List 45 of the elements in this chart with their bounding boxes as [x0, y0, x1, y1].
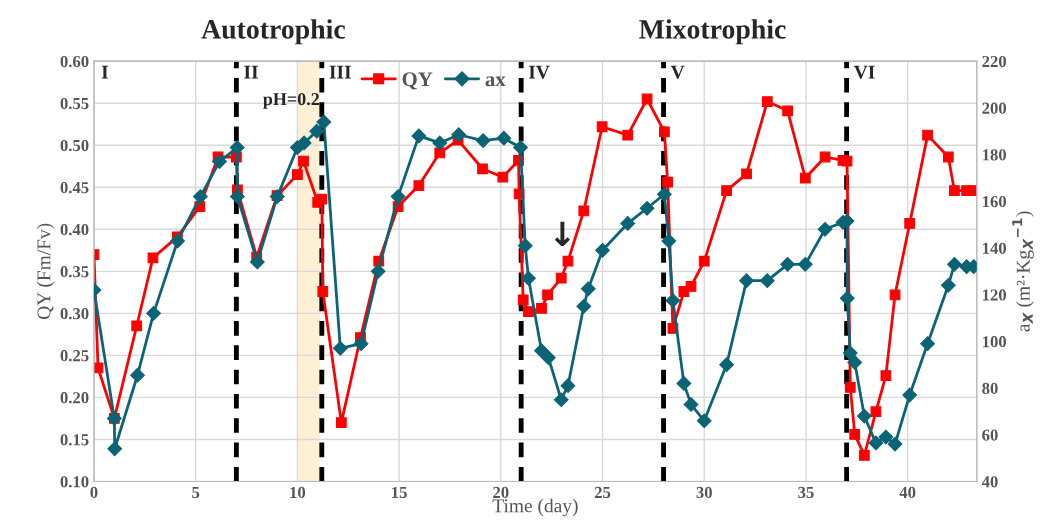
legend-label: QY [402, 72, 433, 90]
x-tick-label: 25 [594, 486, 611, 499]
y2-tick-label: 140 [983, 242, 1007, 254]
x-tick-label: 20 [493, 486, 509, 499]
y2-tick-label: 200 [982, 102, 1007, 114]
y2-axis-title: a$_{X}$ (m²·Kg$_{X}$$^{−1}$) [1012, 211, 1034, 332]
y-tick-label: 0.15 [60, 434, 89, 446]
y-tick-label: 0.45 [60, 181, 89, 194]
x-tick-label: 40 [899, 486, 916, 499]
y-axis-title: QY (Fm/Fv) [36, 223, 55, 320]
y2-tick-label: 40 [981, 476, 998, 488]
y-tick-label: 0.25 [60, 350, 89, 362]
x-axis-title: Time (day) [492, 498, 578, 517]
ref-line-label: II [244, 65, 258, 79]
text: Mixotrophic [639, 19, 786, 45]
y2-tick-label: 100 [983, 336, 1007, 348]
y-tick-label: 0.10 [60, 476, 89, 488]
y-tick-label: 0.55 [60, 97, 89, 110]
text: Autotrophic [201, 19, 345, 45]
ref-line-label: IV [528, 65, 550, 79]
y2-tick-label: 120 [983, 289, 1007, 301]
ref-line-label: VI [853, 65, 875, 79]
x-tick-label: 5 [192, 486, 200, 499]
y-tick-label: 0.60 [60, 55, 89, 68]
ref-line-label: V [670, 65, 685, 79]
y-tick-label: 0.35 [60, 266, 89, 278]
y-tick-label: 0.50 [60, 139, 89, 152]
x-tick-label: 0 [90, 486, 98, 499]
y2-tick-label: 60 [982, 429, 998, 441]
y-tick-label: 0.30 [60, 308, 89, 320]
annotation: ↓ [554, 221, 570, 247]
legend-label: ax [485, 76, 506, 87]
x-tick-label: 15 [392, 486, 407, 499]
ref-line-label: III [329, 65, 351, 79]
y2-tick-label: 160 [983, 195, 1007, 208]
annotation: I [101, 65, 109, 79]
x-tick-label: 30 [696, 486, 712, 499]
y2-tick-label: 180 [983, 149, 1007, 161]
y-tick-label: 0.40 [60, 223, 89, 236]
band-label: pH=0.2 [263, 93, 319, 109]
y-tick-label: 0.20 [60, 392, 89, 404]
y2-tick-label: 220 [982, 55, 1007, 68]
x-tick-label: 10 [290, 486, 306, 499]
x-tick-label: 35 [798, 486, 814, 499]
y2-tick-label: 80 [982, 382, 998, 395]
